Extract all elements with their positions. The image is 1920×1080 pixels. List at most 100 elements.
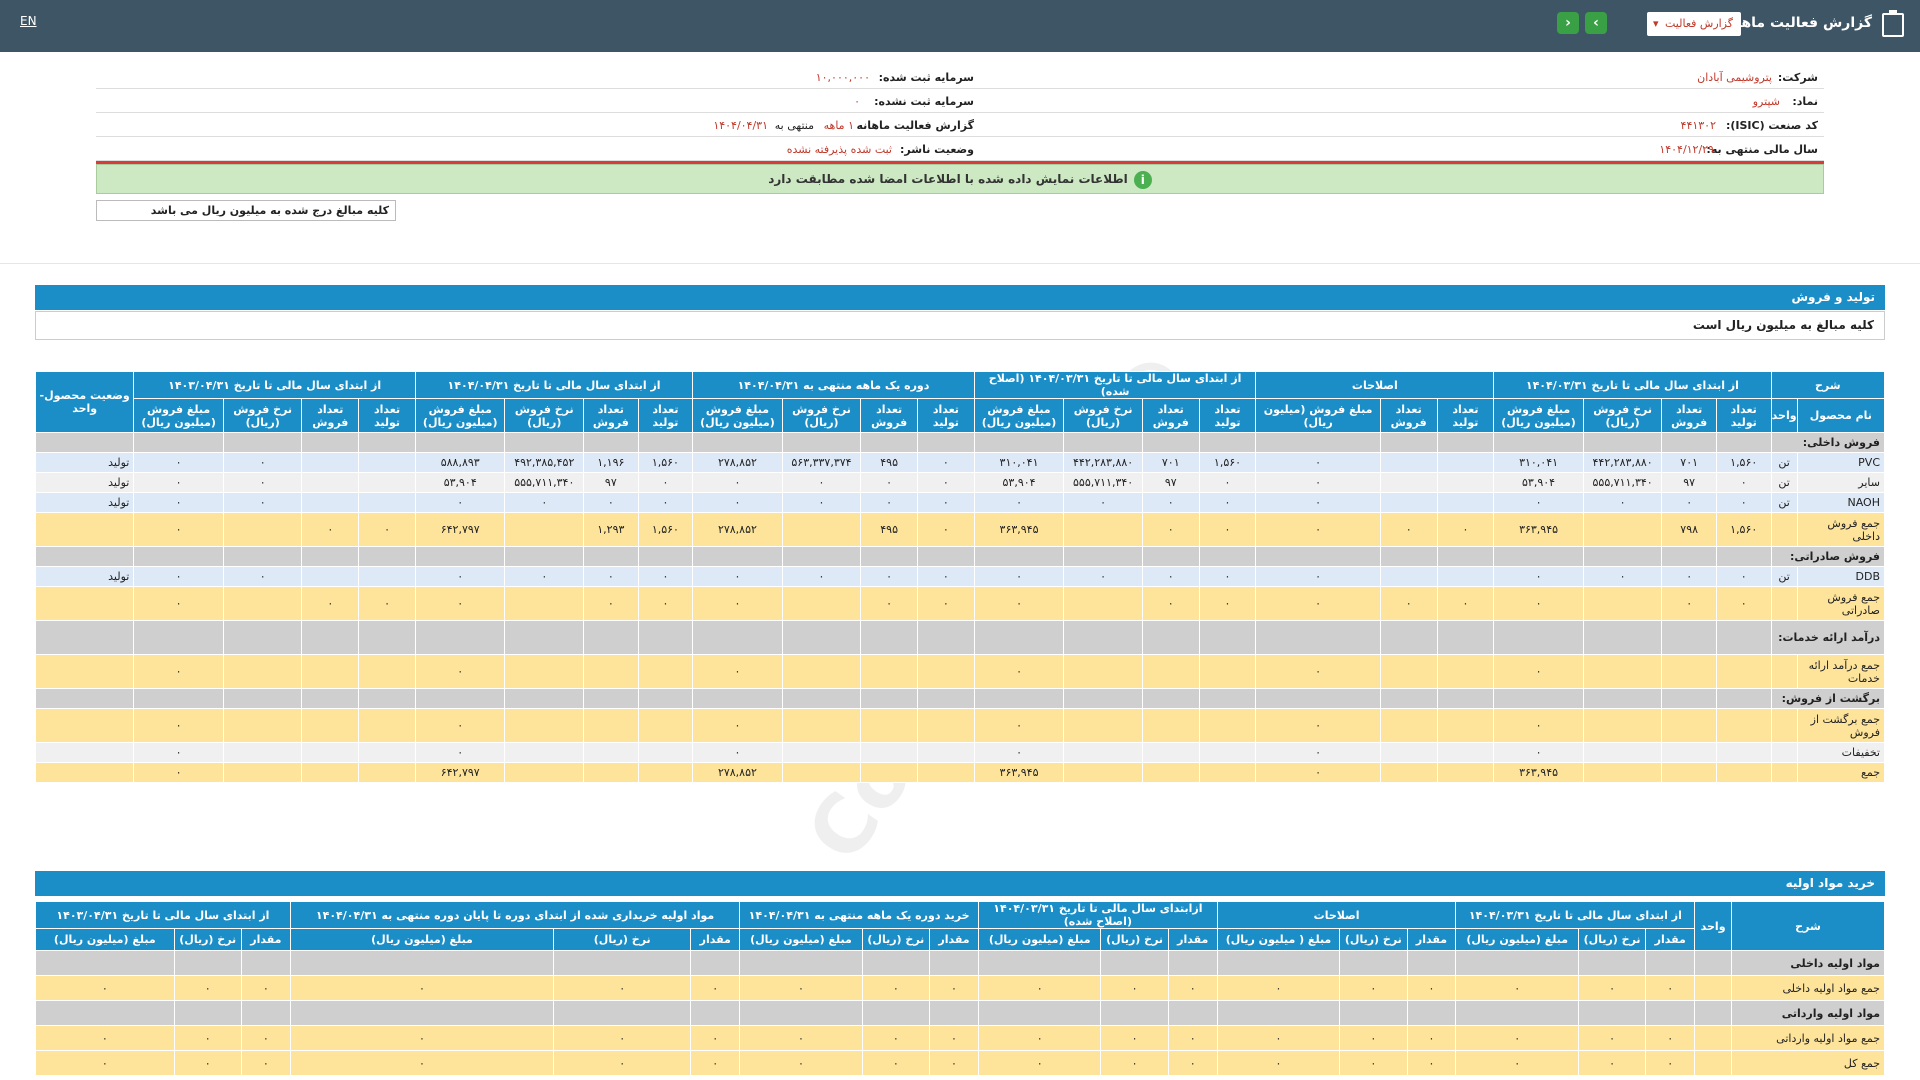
table-cell: ۶۴۲,۷۹۷: [414, 512, 506, 547]
table-cell: [637, 654, 694, 689]
table-cell: ۰: [1455, 975, 1579, 1001]
table-cell: ۰: [690, 1050, 741, 1076]
table-cell: ۰: [1645, 975, 1696, 1001]
table-cell: [1063, 620, 1143, 655]
table-cell: [1198, 620, 1257, 655]
column-header: تعداد فروش: [860, 398, 919, 433]
table-cell: [1379, 432, 1438, 453]
table-cell: [1379, 546, 1438, 567]
table-cell: [781, 742, 862, 763]
table-cell: ۰: [917, 472, 975, 493]
table-cell: ۰: [637, 566, 694, 587]
table-cell: ۰: [1582, 566, 1663, 587]
table-cell: ۰: [637, 586, 694, 621]
column-header: مبلغ فروش (میلیون ریال): [414, 398, 506, 433]
table-cell: ۰: [973, 708, 1065, 743]
table-cell: ۰: [929, 1050, 979, 1076]
table-cell: [1339, 1000, 1408, 1026]
table-cell: [414, 546, 506, 567]
table-cell: [1198, 762, 1257, 783]
section-subtitle: کلیه مبالغ به میلیون ریال است: [35, 311, 1885, 340]
report-type-select[interactable]: گزارش فعالیت ▾: [1647, 12, 1741, 36]
table-cell: ۹۷: [583, 472, 639, 493]
table-cell: [1141, 620, 1200, 655]
divider: [0, 263, 1920, 264]
column-header: مبلغ فروش (میلیون ریال): [692, 398, 783, 433]
product-name: جمع درآمد ارائه خدمات: [1796, 654, 1886, 689]
next-button[interactable]: ›: [1585, 12, 1607, 34]
table-cell: ۰: [1255, 586, 1381, 621]
table-cell: [1715, 688, 1772, 709]
column-header: مقدار: [690, 928, 741, 951]
unit-note: کلیه مبالغ درج شده به میلیون ریال می باش…: [96, 200, 396, 221]
table-cell: [1141, 742, 1200, 763]
table-cell: [1436, 688, 1495, 709]
table-cell: ۰: [1715, 566, 1772, 587]
table-cell: [1379, 654, 1438, 689]
table-cell: [289, 950, 555, 976]
table-cell: ۰: [1493, 586, 1584, 621]
table-cell: ۰: [977, 1025, 1102, 1051]
table-cell: ۴۴۲,۲۸۳,۸۸۰: [1582, 452, 1663, 473]
table-cell: [1493, 688, 1584, 709]
symbol-label: نماد:: [1792, 95, 1818, 108]
table-cell: ۰: [1063, 492, 1143, 513]
language-link[interactable]: EN: [20, 14, 37, 28]
column-header: نرخ (ریال): [1577, 928, 1647, 951]
notice-text: اطلاعات نمایش داده شده با اطلاعات امضا ش…: [768, 172, 1128, 186]
table-cell: [1198, 708, 1257, 743]
table-cell: ۰: [553, 975, 692, 1001]
table-row: جمع فروش داخلی ۱,۵۶۰ ۷۹۸ ۳۶۳,۹۴۵ ۰ ۰ ۰ ۰ ۰ ۳۶۳,۹۴…: [34, 512, 1886, 547]
table-cell: ۰: [1406, 1050, 1457, 1076]
column-header: نرخ (ریال): [1339, 928, 1408, 951]
table-cell: [358, 472, 416, 493]
table-cell: [781, 546, 862, 567]
table-cell: [504, 432, 585, 453]
table-cell: [1063, 654, 1143, 689]
table-cell: ۰: [690, 1025, 741, 1051]
table-cell: [1661, 546, 1717, 567]
table-cell: ۰: [1493, 566, 1584, 587]
table-cell: [692, 688, 783, 709]
table-cell: [1100, 1000, 1169, 1026]
table-cell: [637, 620, 694, 655]
prev-button[interactable]: ‹: [1557, 12, 1579, 34]
table-cell: [583, 546, 639, 567]
table-cell: [1493, 546, 1584, 567]
table-cell: ۰: [133, 472, 224, 493]
table-cell: [692, 620, 783, 655]
top-bar: گزارش فعالیت ماهانه گزارش فعالیت ▾ › ‹ EN: [0, 0, 1920, 52]
fiscal-label: سال مالی منتهی به:: [1706, 143, 1818, 156]
table-cell: ۰: [1493, 654, 1584, 689]
table-cell: [1694, 1000, 1732, 1026]
table-cell: ۰: [917, 586, 975, 621]
table-cell: ۰: [1198, 586, 1257, 621]
table-cell: ۰: [917, 566, 975, 587]
material-name: جمع مواد اولیه داخلی: [1730, 975, 1886, 1001]
table-cell: ۰: [504, 492, 585, 513]
table-cell: [414, 620, 506, 655]
table-cell: [358, 566, 416, 587]
table-cell: [1661, 432, 1717, 453]
column-header: مقدار: [1406, 928, 1457, 951]
column-group-header: وضعیت محصول-واحد: [34, 371, 135, 433]
table-cell: ۰: [692, 472, 783, 493]
table-cell: ۰: [973, 742, 1065, 763]
table-cell: [637, 688, 694, 709]
table-cell: ۰: [358, 512, 416, 547]
table-cell: ۰: [414, 586, 506, 621]
table-cell: [917, 654, 975, 689]
table-cell: ۹۷: [1661, 472, 1717, 493]
table-cell: [1379, 762, 1438, 783]
table-cell: [1063, 762, 1143, 783]
report-months: ۱ ماهه: [823, 119, 854, 132]
table-cell: [222, 546, 303, 567]
table-cell: ۰: [133, 566, 224, 587]
table-cell: ۰: [860, 566, 919, 587]
table-cell: [1582, 688, 1663, 709]
table-cell: ۰: [692, 742, 783, 763]
table-cell: ۷۰۱: [1141, 452, 1200, 473]
table-cell: [1216, 1000, 1341, 1026]
table-cell: [690, 1000, 741, 1026]
table-cell: [860, 742, 919, 763]
